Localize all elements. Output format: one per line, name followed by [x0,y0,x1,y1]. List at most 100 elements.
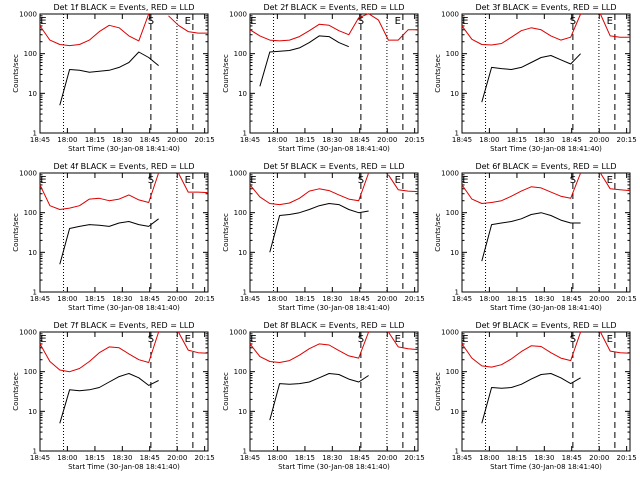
plot-frame [461,13,631,134]
x-tick-label: 18:45 [30,295,50,303]
event-marker-s: S [570,175,576,186]
x-tick-label: 20:15 [195,136,215,144]
y-tick-label: 1 [243,448,247,456]
x-axis-label: Start Time (30-Jan-08 18:41:40) [68,145,180,153]
y-tick-label: 1000 [19,11,37,19]
event-marker-e: E [462,16,468,27]
y-axis-label: Counts/sec [222,372,230,411]
series-lld [39,172,209,210]
x-tick-label: 20:00 [377,136,397,144]
x-tick-label: 18:15 [85,295,105,303]
y-tick-label: 100 [24,209,37,217]
x-tick-label: 20:00 [167,454,187,462]
y-tick-label: 10 [450,249,459,257]
series-lld [249,172,419,206]
event-marker-e: E [40,16,46,27]
event-marker-e: E [250,175,256,186]
y-tick-label: 10 [450,90,459,98]
x-tick-label: 18:00 [267,136,287,144]
y-tick-label: 1000 [441,170,459,178]
panel-8: Det 8f BLACK = Events, RED = LLD 1 10 100 10… [222,321,425,471]
y-tick-label: 1 [33,130,37,138]
event-marker-s: S [148,16,154,27]
y-tick-label: 1 [455,289,459,297]
x-tick-label: 18:00 [479,295,499,303]
y-tick-label: 10 [238,249,247,257]
y-tick-label: 10 [238,408,247,416]
x-axis-label: Start Time (30-Jan-08 18:41:40) [278,463,390,471]
x-axis-label: Start Time (30-Jan-08 18:41:40) [490,145,602,153]
x-tick-label: 20:00 [377,295,397,303]
x-tick-label: 18:45 [240,136,260,144]
panel-4: Det 4f BLACK = Events, RED = LLD 1 10 100 10… [12,162,215,312]
event-marker-e: E [395,16,401,27]
event-marker-e: E [607,175,613,186]
x-tick-label: 18:30 [534,295,554,303]
panel-title: Det 8f BLACK = Events, RED = LLD [263,321,404,330]
x-tick-label: 18:45 [240,454,260,462]
panel-5: Det 5f BLACK = Events, RED = LLD 1 10 100 10… [222,162,425,312]
event-marker-e: E [40,175,46,186]
x-tick-label: 18:45 [350,454,370,462]
y-tick-label: 1 [243,130,247,138]
x-tick-label: 18:45 [350,295,370,303]
series-events [481,373,581,424]
event-marker-s: S [570,334,576,345]
series-events [59,51,159,106]
y-tick-label: 10 [450,408,459,416]
x-tick-label: 18:45 [240,295,260,303]
y-tick-label: 1 [243,289,247,297]
x-tick-label: 18:45 [562,454,582,462]
panel-title: Det 3f BLACK = Events, RED = LLD [475,3,616,12]
series-lld [461,13,630,46]
x-tick-label: 18:00 [57,295,77,303]
series-lld [39,13,208,47]
x-tick-label: 18:45 [140,454,160,462]
y-axis-label: Counts/sec [434,54,442,93]
x-tick-label: 18:30 [322,136,342,144]
y-tick-label: 100 [24,368,37,376]
y-tick-label: 1 [33,289,37,297]
y-tick-label: 100 [446,209,459,217]
panel-7: Det 7f BLACK = Events, RED = LLD 1 10 100 10… [12,321,215,471]
x-tick-label: 20:15 [405,454,425,462]
x-tick-label: 18:00 [479,454,499,462]
x-tick-label: 20:15 [405,295,425,303]
x-axis-label: Start Time (30-Jan-08 18:41:40) [278,145,390,153]
event-marker-e: E [185,175,191,186]
y-tick-label: 1000 [229,170,247,178]
event-marker-e: E [462,175,468,186]
x-tick-label: 18:30 [112,454,132,462]
plot-frame [39,172,209,293]
event-marker-e: E [185,334,191,345]
x-axis-label: Start Time (30-Jan-08 18:41:40) [68,463,180,471]
y-tick-label: 100 [234,368,247,376]
x-tick-label: 20:00 [589,136,609,144]
y-tick-label: 10 [28,249,37,257]
y-tick-label: 100 [446,50,459,58]
x-tick-label: 18:45 [140,295,160,303]
y-tick-label: 1000 [229,11,247,19]
event-marker-s: S [358,16,364,27]
x-tick-label: 18:15 [85,454,105,462]
y-tick-label: 1 [33,448,37,456]
panel-6: Det 6f BLACK = Events, RED = LLD 1 10 100 10… [434,162,637,312]
x-tick-label: 18:15 [295,136,315,144]
x-tick-label: 18:45 [452,136,472,144]
y-axis-label: Counts/sec [12,54,20,93]
x-tick-label: 18:00 [267,454,287,462]
x-tick-label: 18:00 [57,454,77,462]
y-tick-label: 1000 [229,329,247,337]
event-marker-e: E [40,334,46,345]
plot-frame [39,331,209,452]
panel-title: Det 1f BLACK = Events, RED = LLD [53,3,194,12]
x-axis-label: Start Time (30-Jan-08 18:41:40) [490,463,602,471]
x-tick-label: 18:45 [562,136,582,144]
x-tick-label: 18:00 [479,136,499,144]
plot-frame [461,331,631,452]
event-marker-e: E [607,334,613,345]
x-tick-label: 18:15 [507,454,527,462]
series-lld [249,331,419,363]
y-axis-label: Counts/sec [12,213,20,252]
